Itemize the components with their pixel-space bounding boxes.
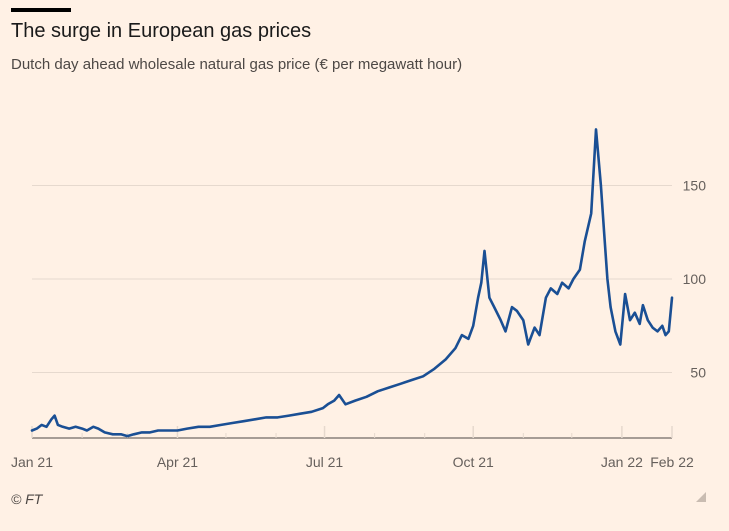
chart-subtitle: Dutch day ahead wholesale natural gas pr… <box>11 56 463 73</box>
source-credit: © FT <box>11 491 43 507</box>
x-tick-label: Apr 21 <box>157 454 198 470</box>
y-tick-label: 150 <box>683 177 707 193</box>
y-tick-label: 50 <box>690 365 706 381</box>
resize-handle-icon <box>696 492 706 502</box>
x-axis <box>31 426 673 439</box>
x-tick-label: Jan 21 <box>11 454 53 470</box>
series-layer <box>30 128 674 438</box>
x-tick-label: Jul 21 <box>306 454 344 470</box>
x-tick-label: Oct 21 <box>453 454 494 470</box>
y-tick-label: 100 <box>683 271 707 287</box>
x-tick-label: Jan 22 <box>601 454 643 470</box>
ft-top-bar <box>11 8 71 12</box>
x-axis-labels: Jan 21 Apr 21 Jul 21 Oct 21 Jan 22 Feb 22 <box>11 454 694 470</box>
chart-title: The surge in European gas prices <box>11 20 312 42</box>
y-axis-labels: 50 100 150 <box>683 177 707 380</box>
grid-layer <box>32 184 672 374</box>
x-tick-label: Feb 22 <box>650 454 694 470</box>
series-line-gas-price <box>30 128 674 438</box>
